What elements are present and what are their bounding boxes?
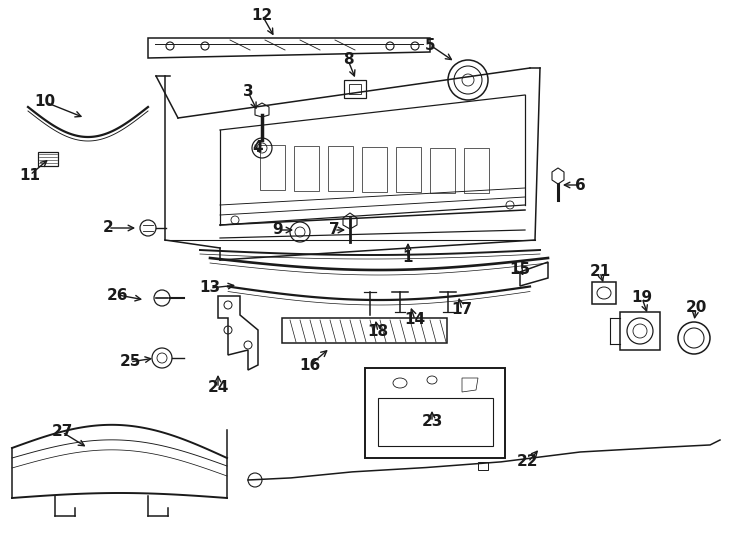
Bar: [260, 145, 285, 190]
Bar: [464, 148, 489, 193]
Bar: [294, 145, 319, 191]
Text: 15: 15: [509, 262, 531, 278]
Text: 18: 18: [368, 325, 388, 340]
Text: 3: 3: [243, 84, 253, 99]
Text: 20: 20: [686, 300, 707, 315]
Bar: [344, 80, 366, 98]
Bar: [430, 147, 455, 192]
Text: 1: 1: [403, 251, 413, 266]
Text: 2: 2: [103, 220, 113, 235]
Bar: [328, 146, 353, 191]
Text: 19: 19: [631, 291, 653, 306]
Bar: [378, 398, 493, 446]
Text: 7: 7: [329, 222, 339, 238]
Text: 5: 5: [425, 37, 435, 52]
Bar: [478, 462, 488, 470]
Text: 24: 24: [207, 381, 229, 395]
Bar: [362, 146, 387, 192]
Text: 14: 14: [404, 313, 426, 327]
Text: 9: 9: [273, 222, 283, 238]
Bar: [282, 318, 447, 343]
Bar: [349, 84, 361, 94]
Text: 25: 25: [120, 354, 141, 369]
Text: 22: 22: [517, 455, 539, 469]
Bar: [365, 368, 505, 458]
Bar: [38, 152, 58, 166]
Text: 21: 21: [589, 265, 611, 280]
Text: 16: 16: [299, 357, 321, 373]
Bar: [592, 282, 616, 304]
Text: 27: 27: [51, 424, 73, 440]
Text: 17: 17: [451, 302, 473, 318]
Text: 10: 10: [34, 94, 56, 110]
Text: 12: 12: [251, 8, 272, 23]
Bar: [396, 147, 421, 192]
Text: 13: 13: [200, 280, 220, 295]
Text: 23: 23: [421, 415, 443, 429]
Text: 11: 11: [20, 167, 40, 183]
Text: 8: 8: [343, 52, 353, 68]
Text: 26: 26: [107, 287, 128, 302]
Bar: [620, 312, 660, 350]
Text: 6: 6: [575, 178, 586, 192]
Text: 4: 4: [252, 140, 264, 156]
